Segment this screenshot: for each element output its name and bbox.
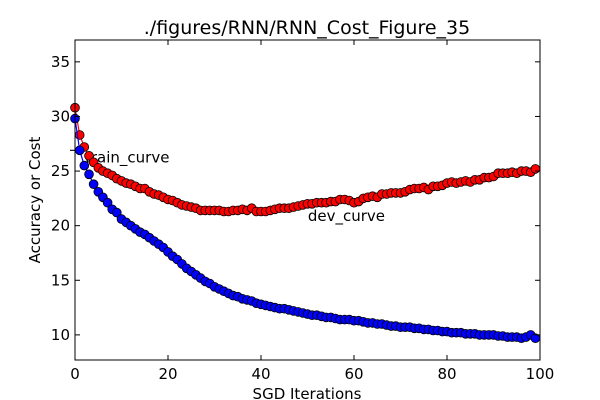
dev-curve-annotation: dev_curve <box>308 207 385 226</box>
x-tick-label: 80 <box>437 365 456 383</box>
y-tick-label: 30 <box>51 107 70 125</box>
y-tick-label: 10 <box>51 326 70 344</box>
series-0-point <box>530 164 541 174</box>
x-axis-label: SGD Iterations <box>253 385 362 400</box>
train-curve-annotation: train_curve <box>85 148 169 167</box>
series-0-point <box>84 151 94 161</box>
y-tick-label: 35 <box>51 53 70 71</box>
plot-frame <box>74 39 541 361</box>
series-1-point <box>74 145 85 156</box>
x-tick-label: 20 <box>158 365 177 383</box>
x-tick-label: 100 <box>526 365 555 383</box>
axes: 0 20 40 60 80 100 10 15 20 25 30 35 <box>51 39 555 383</box>
x-tick-label: 0 <box>70 365 80 383</box>
y-axis-label: Accuracy or Cost <box>26 137 44 264</box>
chart-title: ./figures/RNN/RNN_Cost_Figure_35 <box>144 17 470 39</box>
annotations: dev_curve train_curve <box>70 148 385 226</box>
series-1-point <box>88 179 99 190</box>
y-tick-label: 20 <box>51 217 70 235</box>
x-tick-label: 40 <box>251 365 270 383</box>
x-tick-label: 60 <box>344 365 363 383</box>
y-tick-label: 25 <box>51 162 70 180</box>
series-1-point <box>102 197 113 208</box>
series-1-point <box>112 207 122 218</box>
series-1-point <box>79 160 90 171</box>
series-1-point <box>84 169 94 180</box>
y-tick-label: 15 <box>51 271 70 289</box>
plot-marks <box>70 102 541 344</box>
